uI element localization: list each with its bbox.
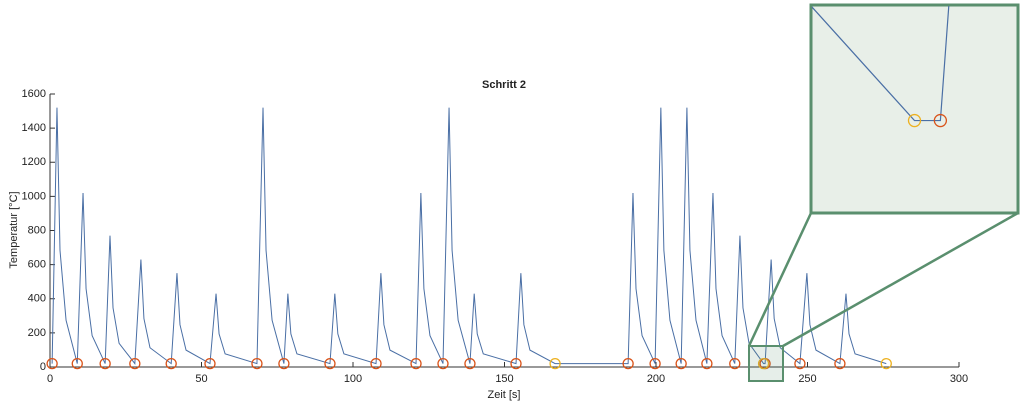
y-axis-label: Temperatur [°C] [8, 191, 20, 268]
inset-panel [809, 3, 1020, 215]
marker [880, 357, 892, 370]
temperature-line [51, 107, 887, 365]
marker [278, 357, 290, 370]
x-axis-label: Zeit [s] [487, 389, 520, 401]
marker [622, 357, 634, 370]
marker [549, 357, 561, 370]
marker [794, 357, 806, 370]
marker [324, 357, 336, 370]
marker [675, 357, 687, 370]
zoom-connector [747, 212, 813, 347]
zoom-box [748, 345, 784, 382]
x-tick-label: 150 [495, 373, 513, 385]
x-tick-label: 0 [47, 373, 53, 385]
x-tick-label: 300 [950, 373, 968, 385]
marker [251, 357, 263, 370]
zoom-connector [782, 211, 1019, 348]
y-tick-label: 400 [28, 293, 46, 305]
x-tick-label: 250 [798, 373, 816, 385]
inset-plot [417, 6, 950, 128]
marker [464, 357, 476, 370]
y-tick-label: 1400 [22, 122, 46, 134]
marker [71, 357, 83, 370]
x-tick-label: 50 [195, 373, 207, 385]
marker [370, 357, 382, 370]
marker [907, 113, 922, 128]
plot-area: 0 50 100 150 200 250 300 0 200 400 600 800 1000 1200 1… [22, 88, 969, 385]
x-tick-label: 200 [647, 373, 665, 385]
marker [510, 357, 522, 370]
marker [204, 357, 216, 370]
y-tick-label: 1000 [22, 190, 46, 202]
marker [410, 357, 422, 370]
marker [46, 357, 58, 370]
y-tick-label: 1200 [22, 156, 46, 168]
marker [417, 115, 429, 127]
chart-title: Schritt 2 [482, 79, 526, 91]
y-tick-label: 200 [28, 327, 46, 339]
marker [729, 357, 741, 370]
y-tick-label: 1600 [22, 88, 46, 100]
y-tick-label: 600 [28, 259, 46, 271]
x-tick-label: 100 [344, 373, 362, 385]
marker [437, 357, 449, 370]
y-tick-label: 0 [40, 361, 46, 373]
marker [757, 357, 770, 370]
y-tick-label: 800 [28, 224, 46, 236]
marker [99, 357, 111, 370]
marker [165, 357, 177, 370]
marker [701, 357, 713, 370]
marker [834, 357, 846, 370]
marker [933, 113, 948, 128]
marker [129, 357, 141, 370]
marker [649, 357, 661, 370]
